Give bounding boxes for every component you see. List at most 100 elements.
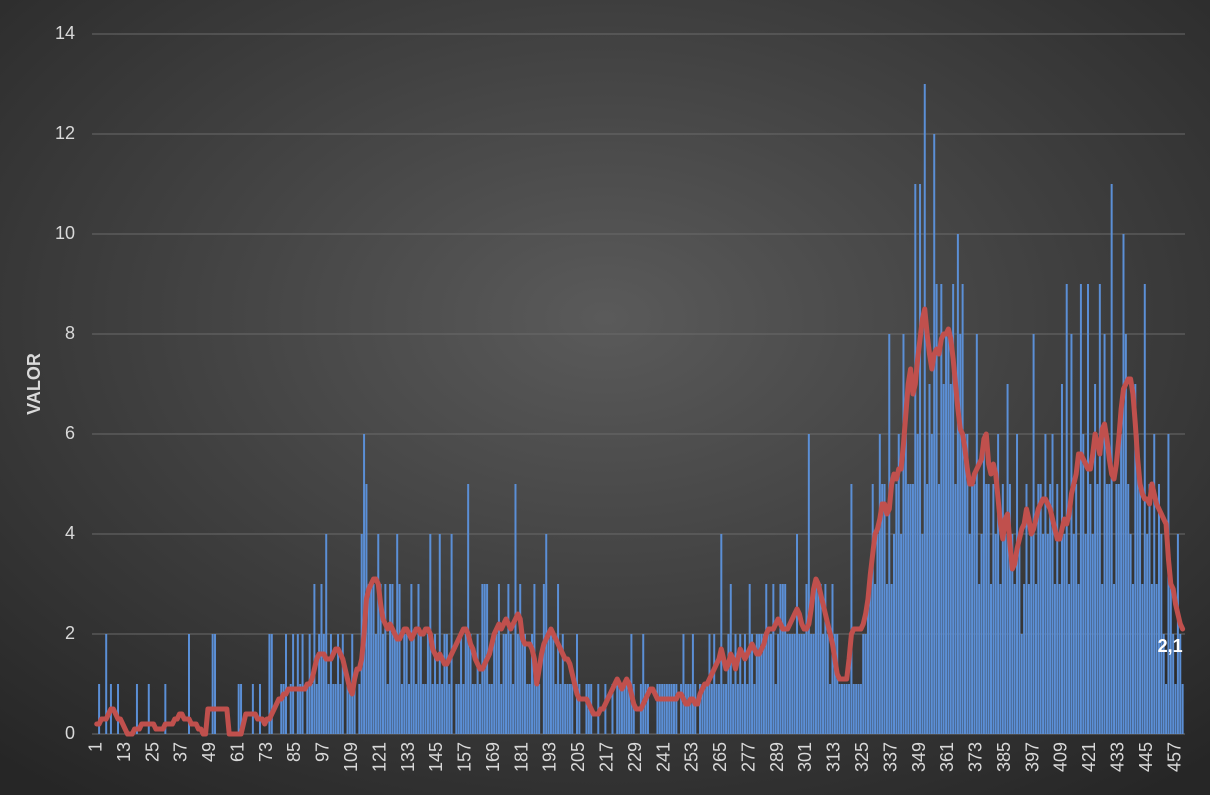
bar (337, 634, 340, 734)
x-tick-label: 385 (994, 742, 1014, 772)
bar (725, 684, 728, 734)
bar (940, 284, 943, 734)
bar (1131, 584, 1134, 734)
bar (814, 584, 817, 734)
bar (240, 684, 243, 734)
bar (1070, 334, 1073, 734)
bar (857, 684, 860, 734)
bar (393, 634, 396, 734)
bar (869, 584, 872, 734)
bar (353, 684, 356, 734)
bar (1077, 584, 1080, 734)
bar (1136, 434, 1139, 734)
bar (476, 634, 479, 734)
bar (358, 684, 361, 734)
bar (959, 334, 962, 734)
bar (1037, 484, 1040, 734)
y-tick-label: 6 (65, 423, 75, 443)
bar (701, 684, 704, 734)
bar (270, 634, 273, 734)
bar (1094, 384, 1097, 734)
x-tick-label: 145 (426, 742, 446, 772)
bar (952, 284, 955, 734)
y-tick-label: 0 (65, 723, 75, 743)
bar (1075, 484, 1078, 734)
bar (928, 384, 931, 734)
bar (384, 584, 387, 734)
x-tick-label: 97 (313, 742, 333, 762)
bar (883, 484, 886, 734)
bar (890, 584, 893, 734)
bar (689, 684, 692, 734)
bar (318, 634, 321, 734)
bar (713, 634, 716, 734)
bar (315, 684, 318, 734)
bar (966, 434, 969, 734)
bar (919, 184, 922, 734)
bar (810, 634, 813, 734)
bar (1098, 284, 1101, 734)
x-tick-label: 229 (625, 742, 645, 772)
bar (765, 584, 768, 734)
bar (999, 584, 1002, 734)
bar (1124, 334, 1127, 734)
bar (547, 634, 550, 734)
bar (1096, 484, 1099, 734)
bar (1023, 584, 1026, 734)
bar (739, 634, 742, 734)
bar (807, 434, 810, 734)
bar (164, 684, 167, 734)
bar (1108, 484, 1111, 734)
bar (422, 684, 425, 734)
x-tick-label: 13 (114, 742, 134, 762)
x-tick-label: 253 (682, 742, 702, 772)
bar (758, 634, 761, 734)
bar (706, 684, 709, 734)
x-tick-label: 133 (398, 742, 418, 772)
x-tick-label: 457 (1164, 742, 1184, 772)
x-tick-label: 349 (909, 742, 929, 772)
bar (1174, 684, 1177, 734)
bar (893, 534, 896, 734)
bar (1020, 634, 1023, 734)
bar (888, 334, 891, 734)
bar (762, 634, 765, 734)
bar (1004, 534, 1007, 734)
bar (426, 634, 429, 734)
x-tick-label: 409 (1051, 742, 1071, 772)
bar (1027, 584, 1030, 734)
bar (554, 684, 557, 734)
x-tick-label: 217 (596, 742, 616, 772)
x-tick-label: 181 (511, 742, 531, 772)
bar (1046, 534, 1049, 734)
bar (656, 684, 659, 734)
bar (188, 634, 190, 734)
y-tick-label: 12 (55, 123, 75, 143)
bar (625, 684, 628, 734)
bar (481, 584, 484, 734)
bar (798, 634, 801, 734)
bar (826, 634, 829, 734)
bar (840, 684, 843, 734)
bar (398, 584, 401, 734)
bar (805, 584, 808, 734)
bar (391, 584, 394, 734)
bar (1079, 284, 1082, 734)
bar (691, 634, 694, 734)
y-axis-label: VALOR (24, 353, 44, 415)
bar (585, 684, 588, 734)
bar (897, 434, 900, 734)
x-tick-label: 325 (852, 742, 872, 772)
bar (985, 484, 988, 734)
bar (694, 684, 697, 734)
bar (1082, 434, 1085, 734)
bar (710, 684, 713, 734)
bar (779, 584, 782, 734)
bar (419, 634, 422, 734)
bar (699, 684, 702, 734)
bar (455, 684, 458, 734)
bar (1165, 684, 1168, 734)
bar (824, 584, 827, 734)
bar (933, 134, 936, 734)
bar (1018, 534, 1021, 734)
